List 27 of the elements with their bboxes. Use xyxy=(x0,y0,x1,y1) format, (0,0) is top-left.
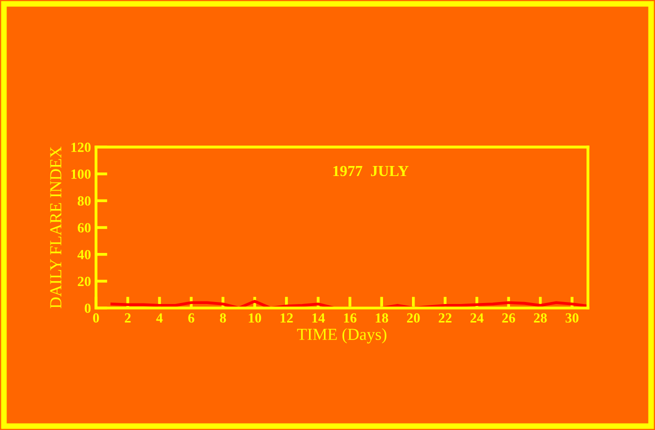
y-tick-label: 0 xyxy=(84,304,91,313)
x-tick-label: 26 xyxy=(502,313,516,323)
y-axis-title: DAILY FLARE INDEX xyxy=(50,146,62,308)
y-tick-label: 20 xyxy=(78,276,91,286)
x-axis-title: TIME (Days) xyxy=(297,328,386,344)
x-tick-label: 14 xyxy=(312,313,325,323)
x-tick-label: 8 xyxy=(220,313,226,323)
x-tick-label: 10 xyxy=(248,313,262,323)
x-tick-label: 12 xyxy=(280,313,293,323)
x-tick-label: 22 xyxy=(438,313,452,323)
x-tick-label: 16 xyxy=(344,313,356,323)
x-tick-label: 0 xyxy=(93,313,99,323)
y-tick-label: 40 xyxy=(77,250,91,260)
x-tick-label: 6 xyxy=(188,313,194,323)
y-tick-label: 60 xyxy=(78,223,91,232)
x-tick-label: 18 xyxy=(376,313,388,323)
x-tick-label: 20 xyxy=(407,313,420,323)
y-tick-label: 120 xyxy=(71,142,91,152)
x-tick-label: 2 xyxy=(124,313,131,323)
y-tick-label: 80 xyxy=(78,196,91,206)
x-tick-label: 24 xyxy=(470,313,484,323)
x-tick-label: 28 xyxy=(534,313,547,323)
line-series xyxy=(110,300,588,308)
annotation: 1977 JULY xyxy=(333,166,409,176)
y-tick-label: 100 xyxy=(71,169,91,179)
x-tick-label: 30 xyxy=(566,313,578,323)
x-tick-label: 4 xyxy=(156,313,163,323)
